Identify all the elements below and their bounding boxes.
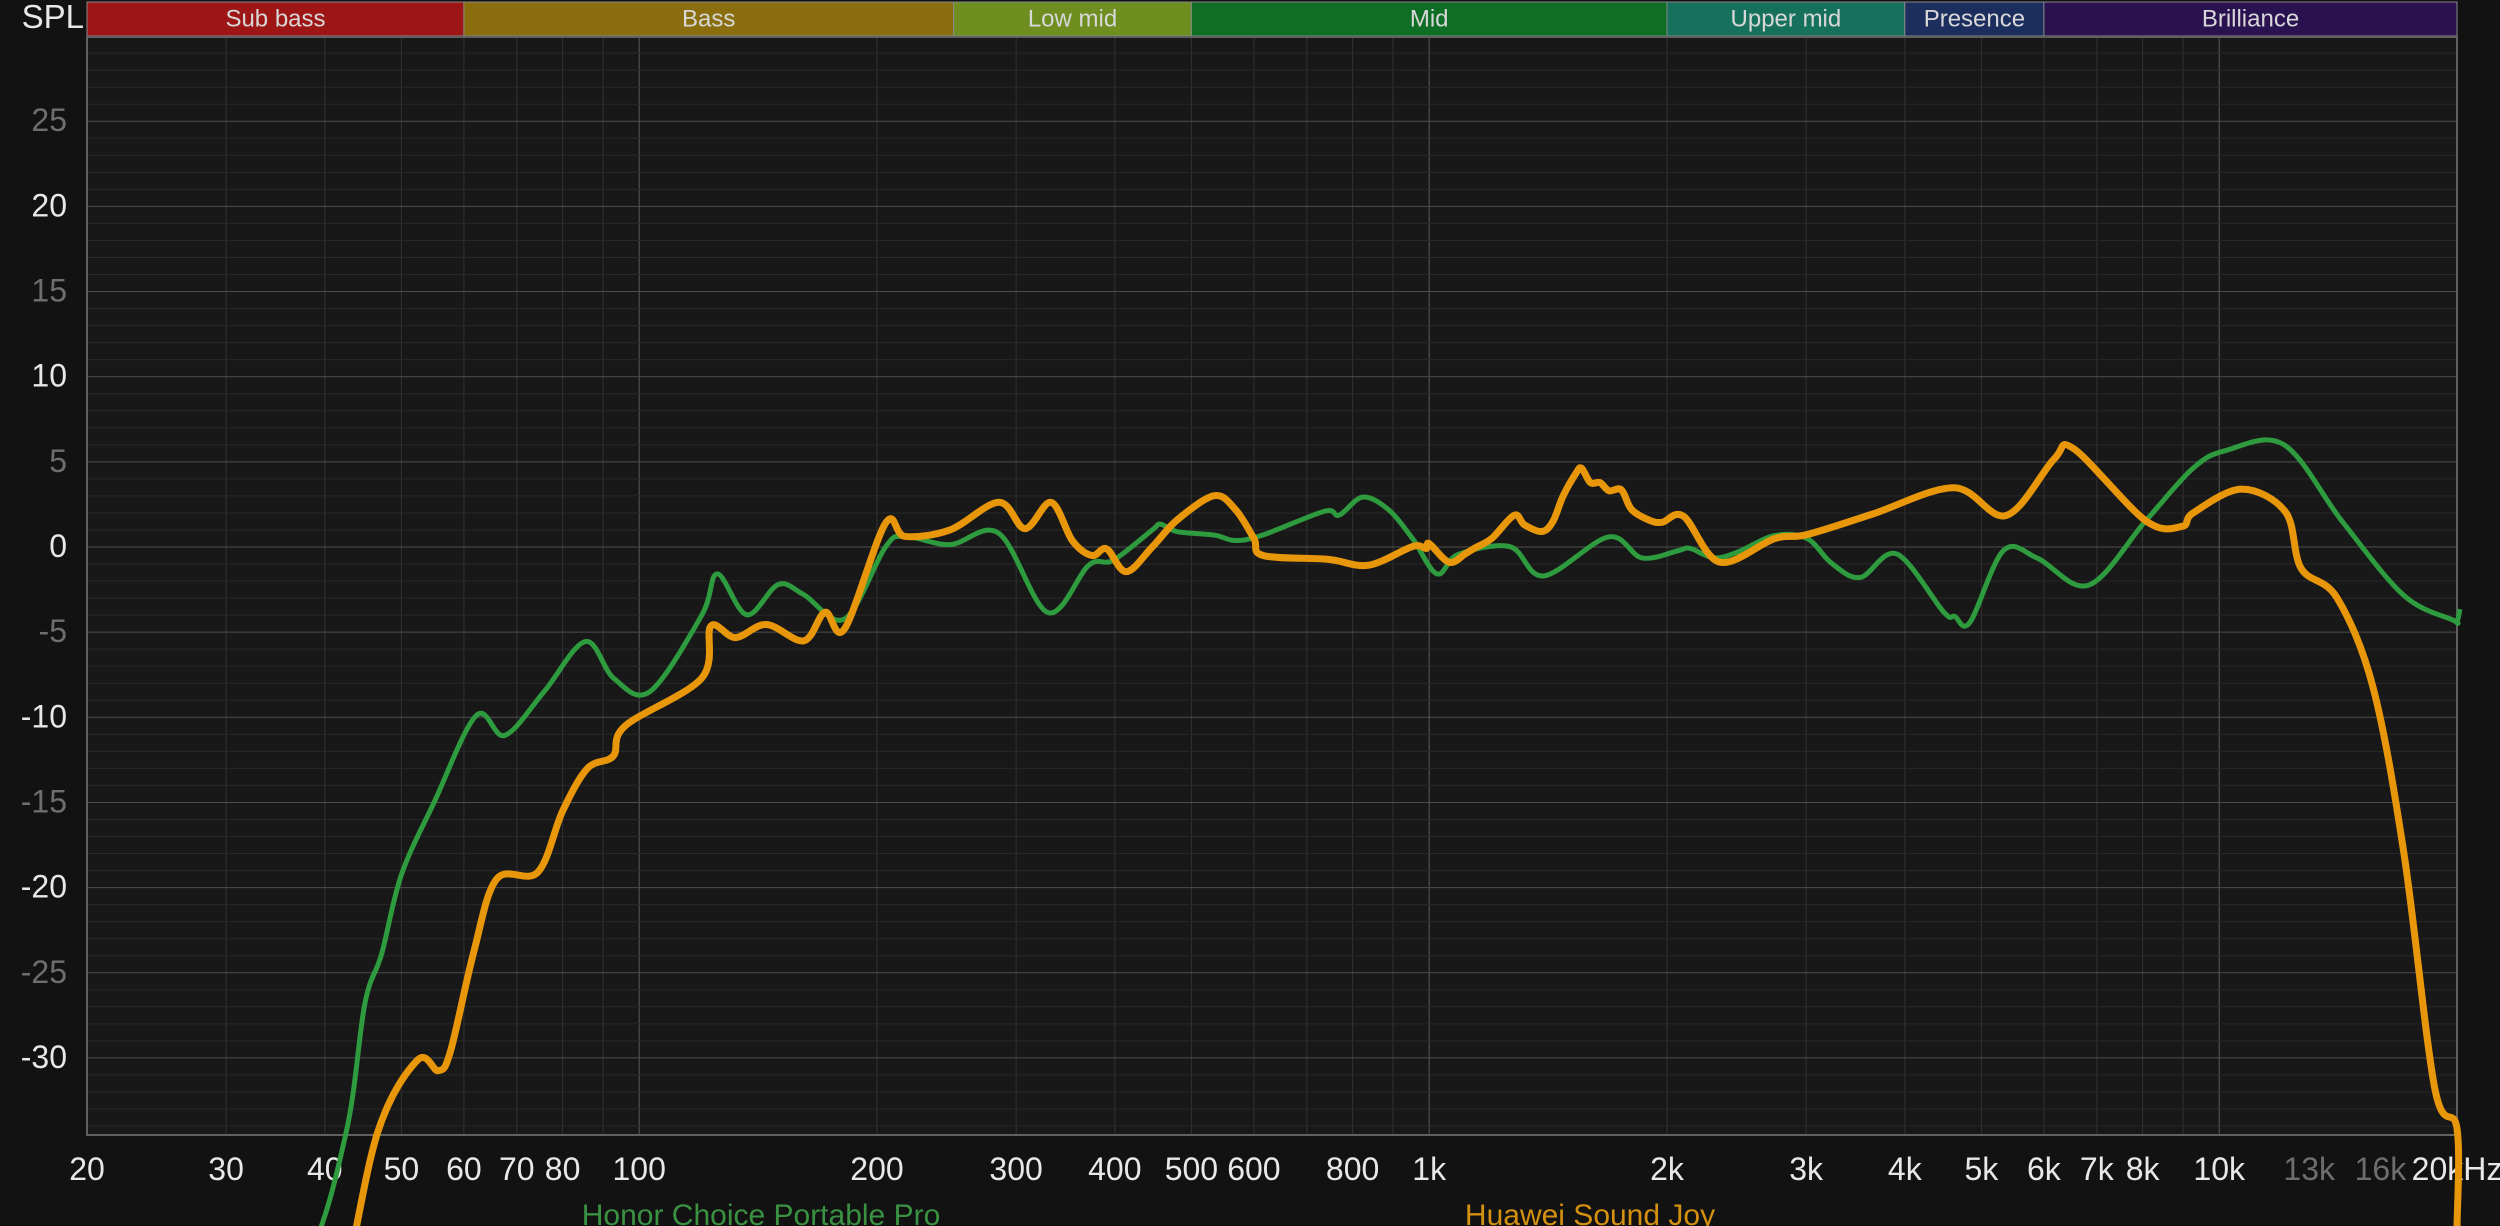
svg-text:15: 15: [31, 273, 67, 309]
svg-text:400: 400: [1088, 1151, 1141, 1187]
svg-text:8k: 8k: [2126, 1151, 2161, 1187]
svg-text:Presence: Presence: [1924, 6, 2025, 33]
svg-text:50: 50: [384, 1151, 420, 1187]
svg-text:200: 200: [850, 1151, 903, 1187]
svg-text:3k: 3k: [1789, 1151, 1824, 1187]
svg-text:100: 100: [613, 1151, 666, 1187]
svg-text:-20: -20: [21, 869, 67, 905]
svg-text:2k: 2k: [1650, 1151, 1685, 1187]
svg-text:Honor Choice Portable Pro: Honor Choice Portable Pro: [582, 1199, 941, 1226]
svg-text:6k: 6k: [2027, 1151, 2062, 1187]
svg-text:1k: 1k: [1412, 1151, 1447, 1187]
svg-text:20: 20: [69, 1151, 105, 1187]
svg-text:Brilliance: Brilliance: [2202, 6, 2299, 33]
svg-text:16k: 16k: [2355, 1151, 2408, 1187]
svg-text:30: 30: [208, 1151, 244, 1187]
svg-text:-15: -15: [21, 784, 67, 820]
svg-text:10: 10: [31, 358, 67, 394]
svg-text:Huawei Sound Joy: Huawei Sound Joy: [1465, 1199, 1715, 1226]
svg-text:Low mid: Low mid: [1028, 6, 1117, 33]
svg-text:Mid: Mid: [1410, 6, 1449, 33]
svg-text:20: 20: [31, 187, 67, 223]
svg-text:-10: -10: [21, 698, 67, 734]
svg-text:4k: 4k: [1888, 1151, 1923, 1187]
svg-text:500: 500: [1165, 1151, 1218, 1187]
svg-text:5: 5: [49, 443, 67, 479]
svg-text:600: 600: [1227, 1151, 1280, 1187]
svg-text:60: 60: [446, 1151, 482, 1187]
svg-text:800: 800: [1326, 1151, 1379, 1187]
svg-text:-30: -30: [21, 1039, 67, 1075]
svg-text:Bass: Bass: [682, 6, 735, 33]
svg-text:13k: 13k: [2283, 1151, 2336, 1187]
svg-text:SPL: SPL: [22, 0, 84, 35]
svg-text:10k: 10k: [2193, 1151, 2246, 1187]
svg-text:70: 70: [499, 1151, 535, 1187]
svg-text:-5: -5: [39, 613, 67, 649]
svg-text:Upper mid: Upper mid: [1731, 6, 1842, 33]
svg-text:300: 300: [989, 1151, 1042, 1187]
svg-text:7k: 7k: [2080, 1151, 2115, 1187]
svg-text:0: 0: [49, 528, 67, 564]
svg-text:80: 80: [545, 1151, 581, 1187]
svg-text:-25: -25: [21, 954, 67, 990]
svg-text:5k: 5k: [1965, 1151, 2000, 1187]
svg-text:Sub bass: Sub bass: [225, 6, 325, 33]
svg-text:25: 25: [31, 102, 67, 138]
